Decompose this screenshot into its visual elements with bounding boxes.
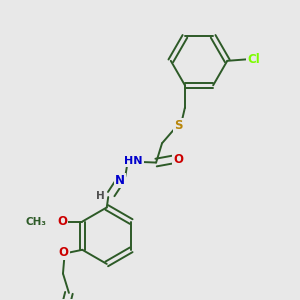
Text: N: N xyxy=(115,174,125,187)
Text: Cl: Cl xyxy=(247,53,260,66)
Text: CH₃: CH₃ xyxy=(26,217,46,227)
Text: H: H xyxy=(96,191,105,201)
Text: O: O xyxy=(173,153,183,166)
Text: O: O xyxy=(57,215,67,228)
Text: HN: HN xyxy=(124,156,143,167)
Text: S: S xyxy=(174,119,183,132)
Text: O: O xyxy=(58,246,69,259)
